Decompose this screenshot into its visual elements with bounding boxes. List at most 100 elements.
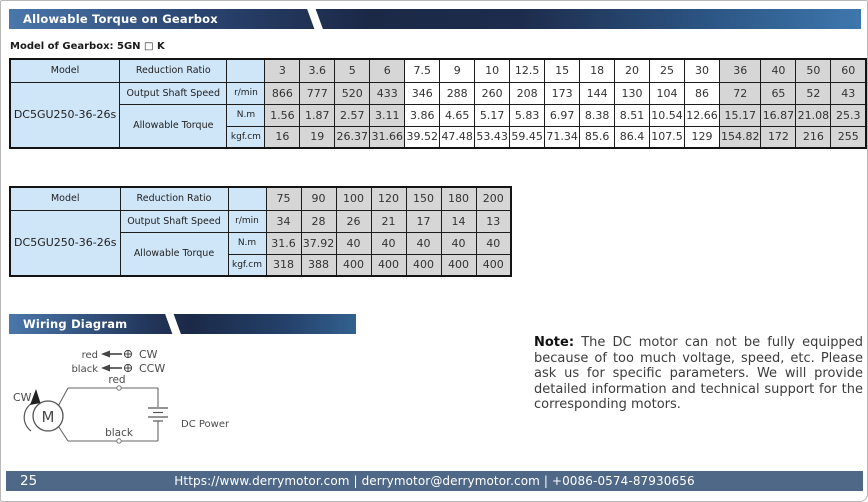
cw-arrowhead-icon <box>30 389 41 405</box>
reduction-ratio-value: 25 <box>648 58 685 83</box>
note-label: Note: <box>534 335 575 350</box>
torque-kgfcm-value: 400 <box>475 253 512 277</box>
torque-kgfcm-value: 172 <box>760 125 797 149</box>
reduction-ratio-value: 20 <box>614 58 650 83</box>
reduction-ratio-value: 3 <box>264 58 301 83</box>
motor-cw-label: CW <box>13 391 32 404</box>
reduction-ratio-value: 75 <box>265 186 302 211</box>
torque-kgfcm-row: kgf.cm 16 19 26.37 31.66 39.52 47.48 53.43 59.45… <box>10 125 867 149</box>
reduction-ratio-value: 5 <box>334 58 371 83</box>
torque-nm-value: 15.17 <box>718 103 762 127</box>
reduction-ratio-value: 30 <box>683 58 720 83</box>
kgfcm-unit: kgf.cm <box>227 253 267 277</box>
note-body: The DC motor can not be fully equipped b… <box>534 335 863 413</box>
banner-slash-decoration <box>164 314 182 334</box>
torque-kgfcm-value: 388 <box>300 253 337 277</box>
torque-nm-value: 31.6 <box>265 231 302 255</box>
torque-section-banner: Allowable Torque on Gearbox <box>9 9 861 29</box>
wiring-section-banner: Wiring Diagram <box>9 314 356 334</box>
circuit-wires <box>58 387 159 442</box>
output-speed-row: DC5GU250-36-26s Output Shaft Speed r/min… <box>9 81 867 149</box>
reduction-ratio-value: 150 <box>405 186 442 211</box>
torque-kgfcm-value: 400 <box>405 253 442 277</box>
motor-icon <box>32 400 64 432</box>
banner-slash-decoration <box>306 9 324 29</box>
spec-table-1: Model Reduction Ratio 3 3.6 5 6 7.5 9 10 12.5 15… <box>9 58 867 149</box>
torque-kgfcm-value: 107.5 <box>648 125 685 149</box>
torque-kgfcm-value: 47.48 <box>439 125 476 149</box>
output-speed-value: 52 <box>795 81 832 105</box>
torque-nm-value: 10.54 <box>648 103 685 127</box>
torque-kgfcm-value: 255 <box>830 125 867 149</box>
output-speed-value: 13 <box>475 209 512 233</box>
torque-nm-value: 40 <box>370 231 407 255</box>
torque-kgfcm-value: 154.82 <box>718 125 762 149</box>
torque-kgfcm-value: 26.37 <box>334 125 371 149</box>
footer-bar: 25 Https://www.derrymotor.com | derrymot… <box>6 471 863 491</box>
torque-kgfcm-value: 39.52 <box>404 125 441 149</box>
torque-nm-value: 12.66 <box>683 103 720 127</box>
reduction-ratio-value: 12.5 <box>509 58 546 83</box>
nm-unit: N.m <box>227 231 267 255</box>
unit-blank-cell <box>227 186 267 211</box>
black-wire-label: black <box>105 427 134 439</box>
reduction-ratio-value: 90 <box>300 186 337 211</box>
torque-kgfcm-value: 318 <box>265 253 302 277</box>
torque-kgfcm-value: 400 <box>440 253 477 277</box>
reduction-ratio-value: 7.5 <box>404 58 441 83</box>
torque-nm-value: 8.51 <box>614 103 650 127</box>
torque-kgfcm-value: 86.4 <box>614 125 650 149</box>
reduction-ratio-value: 9 <box>439 58 476 83</box>
nm-unit: N.m <box>226 103 266 127</box>
torque-nm-value: 3.11 <box>369 103 406 127</box>
legend-red-label: red <box>82 350 98 361</box>
output-speed-value: 34 <box>265 209 302 233</box>
output-speed-value: 866 <box>264 81 301 105</box>
gearbox-model-label: Model of Gearbox: 5GN □ K <box>10 41 165 52</box>
torque-nm-value: 40 <box>335 231 372 255</box>
torque-nm-value: 5.17 <box>474 103 511 127</box>
allowable-torque-header: Allowable Torque <box>119 103 228 149</box>
table-header-row: Model Reduction Ratio 75 90 100 120 150 180 20… <box>9 186 512 211</box>
output-speed-value: 777 <box>299 81 336 105</box>
torque-nm-value: 40 <box>475 231 512 255</box>
legend-black-label: black <box>71 364 98 375</box>
torque-nm-value: 1.87 <box>299 103 336 127</box>
footer-contact: Https://www.derrymotor.com | derrymotor@… <box>174 474 695 488</box>
wiring-section-title: Wiring Diagram <box>23 317 128 331</box>
torque-nm-value: 2.57 <box>334 103 371 127</box>
plus-terminal-icon <box>123 363 133 373</box>
reduction-ratio-value: 18 <box>579 58 616 83</box>
reduction-ratio-value: 6 <box>369 58 406 83</box>
output-speed-value: 433 <box>369 81 406 105</box>
reduction-ratio-value: 10 <box>474 58 511 83</box>
torque-nm-value: 8.38 <box>579 103 616 127</box>
torque-kgfcm-value: 129 <box>683 125 720 149</box>
plus-terminal-icon <box>123 349 133 359</box>
output-speed-value: 17 <box>405 209 442 233</box>
torque-nm-value: 21.08 <box>795 103 832 127</box>
allowable-torque-header: Allowable Torque <box>119 231 229 277</box>
torque-kgfcm-value: 71.34 <box>544 125 581 149</box>
connector-dot <box>116 438 122 444</box>
torque-nm-value: 6.97 <box>544 103 581 127</box>
torque-kgfcm-row: kgf.cm 318 388 400 400 400 400 400 <box>10 253 512 277</box>
torque-kgfcm-value: 59.45 <box>509 125 546 149</box>
reduction-ratio-header: Reduction Ratio <box>119 186 229 211</box>
output-speed-value: 104 <box>648 81 685 105</box>
output-shaft-speed-header: Output Shaft Speed <box>119 209 229 233</box>
left-arrow-icon <box>101 364 122 372</box>
kgfcm-unit: kgf.cm <box>226 125 266 149</box>
reduction-ratio-header: Reduction Ratio <box>119 58 228 83</box>
torque-nm-row: Allowable Torque N.m 31.6 37.92 40 40 40 40 40 <box>10 231 512 277</box>
output-speed-value: 208 <box>509 81 546 105</box>
torque-kgfcm-value: 16 <box>264 125 301 149</box>
model-value: DC5GU250-36-26s <box>9 209 121 277</box>
legend-ccw-label: CCW <box>139 362 165 375</box>
torque-nm-value: 40 <box>405 231 442 255</box>
connector-dot <box>116 385 122 391</box>
torque-section-title: Allowable Torque on Gearbox <box>23 12 218 26</box>
torque-nm-value: 40 <box>440 231 477 255</box>
model-header: Model <box>9 58 121 83</box>
